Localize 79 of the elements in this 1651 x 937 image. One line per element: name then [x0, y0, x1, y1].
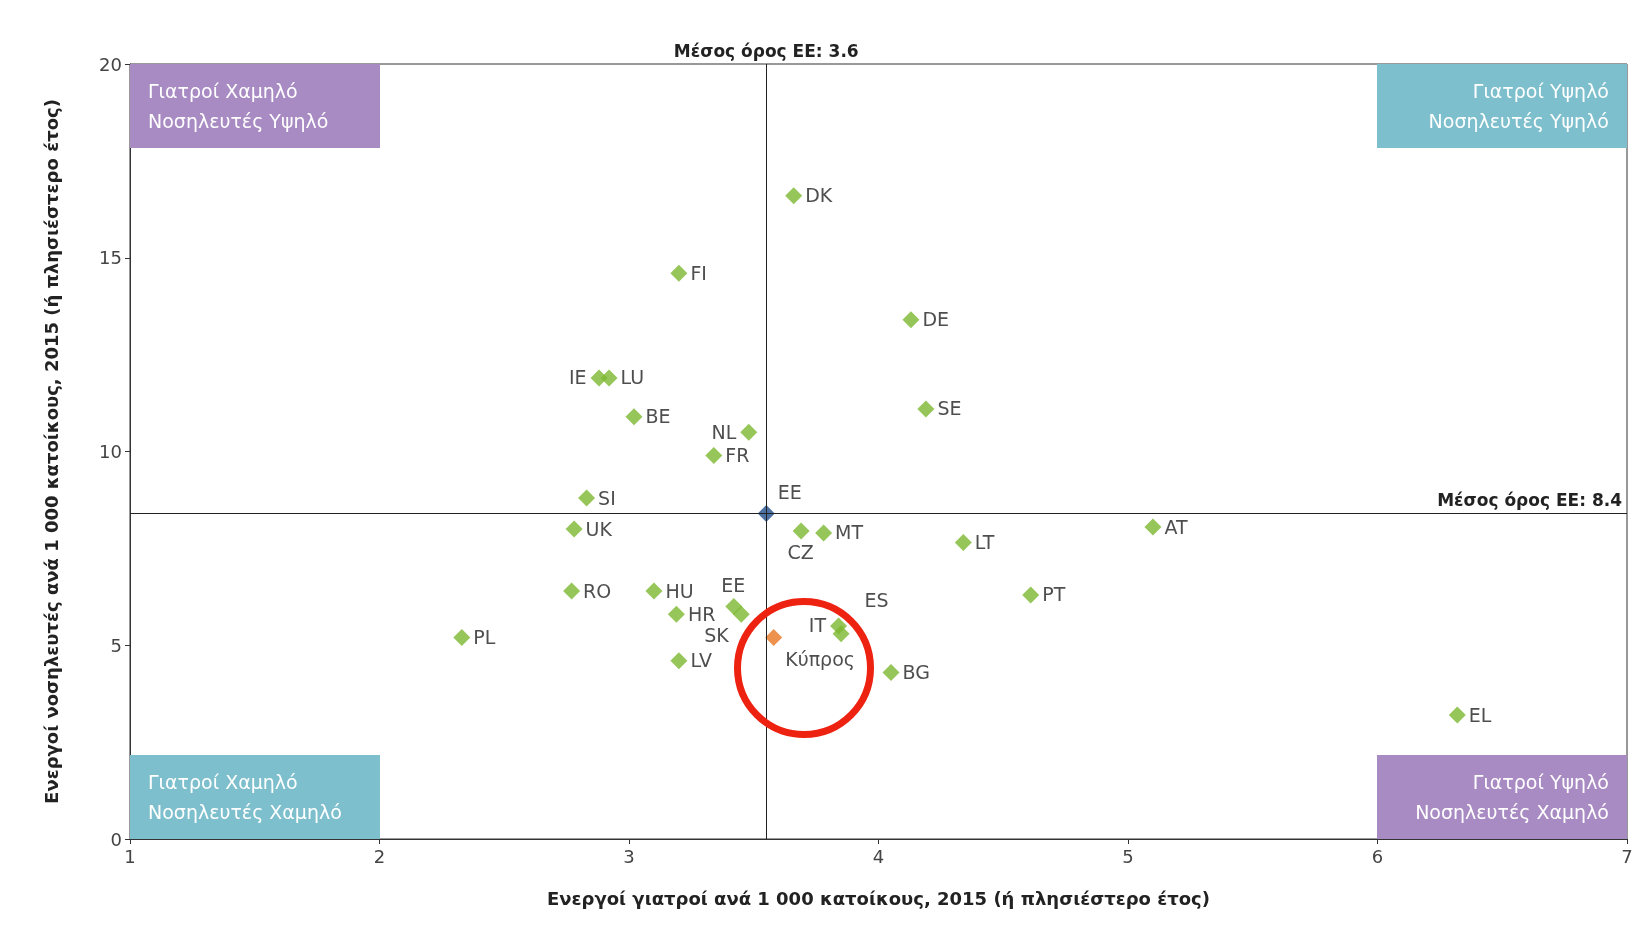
annotation: DE	[922, 308, 950, 331]
annotation: HR	[687, 602, 716, 625]
annotation: BG	[902, 660, 930, 683]
ref-line-label: Μέσος όρος ΕΕ: 3.6	[673, 40, 859, 61]
point	[670, 264, 688, 282]
y-axis-title: Ενεργοί νοσηλευτές ανά 1 000 κατοίκους, 2015 (ή πλησιέστερο έτος)	[40, 99, 62, 804]
point	[765, 629, 783, 646]
annotation: RO	[583, 579, 612, 602]
point	[832, 625, 850, 643]
quadrant-label-box: Γιατροί Χαμηλό Νοσηλευτές Υψηλό	[130, 64, 380, 148]
point	[453, 629, 471, 646]
annotation: NL	[711, 420, 737, 443]
point	[578, 489, 596, 507]
annotation: IE	[568, 366, 587, 389]
annotation: Γιατροί Υψηλό Νοσηλευτές Χαμηλό	[1414, 770, 1609, 825]
point	[625, 408, 643, 426]
x-tick-label: 4	[872, 845, 885, 867]
point	[740, 423, 758, 441]
x-axis-title: Ενεργοί γιατροί ανά 1 000 κατοίκους, 2015 (ή πλησιέστερο έτος)	[546, 887, 1211, 909]
annotation: Γιατροί Υψηλό Νοσηλευτές Υψηλό	[1427, 79, 1609, 134]
x-tick-label: 1	[124, 845, 136, 867]
annotation: SE	[937, 397, 962, 420]
annotation: Κύπρος	[785, 647, 855, 670]
annotation: EL	[1468, 703, 1492, 726]
point	[1448, 706, 1466, 724]
annotation: MT	[835, 521, 864, 544]
point	[667, 605, 685, 623]
annotation: DK	[805, 184, 833, 207]
annotation: SI	[598, 486, 616, 509]
point	[705, 446, 723, 464]
point	[670, 652, 688, 670]
annotation: ES	[864, 588, 889, 611]
point	[565, 520, 583, 538]
annotation: EE	[777, 480, 802, 503]
annotation: FI	[690, 261, 707, 284]
annotation: Γιατροί Χαμηλό Νοσηλευτές Υψηλό	[148, 79, 330, 134]
annotation: FR	[725, 443, 750, 466]
point	[792, 522, 810, 540]
point	[563, 582, 581, 600]
point	[954, 534, 972, 552]
annotation: AT	[1164, 515, 1188, 538]
y-tick-label: 10	[99, 441, 122, 462]
annotation: EE	[721, 573, 746, 596]
quadrant-label-box: Γιατροί Υψηλό Νοσηλευτές Υψηλό	[1377, 64, 1627, 148]
y-tick-label: 20	[99, 53, 122, 75]
annotation: PL	[473, 626, 496, 648]
point	[645, 582, 663, 600]
annotation: BE	[645, 405, 671, 428]
annotation: UK	[585, 517, 613, 540]
point	[600, 369, 618, 387]
annotation: LT	[974, 531, 995, 554]
point	[1022, 586, 1040, 604]
quadrant-label-box: Γιατροί Χαμηλό Νοσηλευτές Χαμηλό	[130, 755, 380, 839]
annotation: LV	[690, 649, 712, 672]
x-tick-label: 2	[373, 845, 386, 867]
point	[882, 663, 900, 681]
point	[785, 187, 803, 205]
ref-line-label: Μέσος όρος ΕΕ: 8.4	[1437, 490, 1623, 510]
quadrant-label-box: Γιατροί Υψηλό Νοσηλευτές Χαμηλό	[1377, 755, 1627, 839]
annotation: LU	[620, 366, 645, 389]
point	[902, 311, 920, 329]
y-tick-label: 0	[110, 828, 122, 850]
y-tick-label: 5	[110, 634, 122, 656]
y-tick-label: 15	[99, 247, 122, 269]
point	[725, 598, 743, 615]
x-tick-label: 5	[1122, 845, 1134, 867]
x-tick-label: 7	[1621, 845, 1633, 867]
annotation: PT	[1042, 583, 1066, 606]
annotation: Γιατροί Χαμηλό Νοσηλευτές Χαμηλό	[148, 770, 343, 825]
point	[815, 524, 833, 542]
x-tick-label: 3	[623, 845, 635, 867]
annotation: IT	[808, 614, 827, 637]
point	[732, 605, 750, 623]
annotation: SK	[704, 624, 730, 647]
annotation: CZ	[787, 540, 814, 563]
annotation: HU	[665, 579, 694, 602]
point	[1144, 518, 1162, 536]
point	[917, 400, 935, 418]
x-tick-label: 6	[1371, 845, 1384, 867]
